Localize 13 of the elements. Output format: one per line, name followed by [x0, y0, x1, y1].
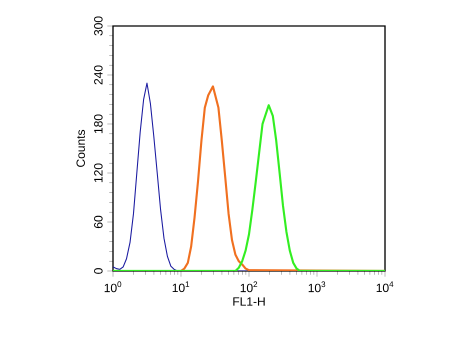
x-tick-label: 10$^{4}$ [376, 281, 394, 292]
x-tick-label: 10$^{0}$ [104, 281, 122, 292]
x-tick-label: 10$^{2}$ [240, 281, 258, 292]
y-tick-label: 120 [94, 163, 103, 182]
y-tick-label: 240 [94, 65, 103, 84]
y-tick-label: 300 [94, 16, 103, 36]
x-axis-title: FL1-H [233, 297, 265, 306]
x-tick-label: 10$^{1}$ [172, 281, 190, 292]
y-tick-label: 0 [94, 268, 103, 274]
y-axis-title: Counts [76, 130, 85, 167]
x-tick-label: 10$^{3}$ [308, 281, 326, 292]
y-tick-label: 180 [94, 114, 103, 134]
y-tick-label: 60 [94, 216, 103, 228]
